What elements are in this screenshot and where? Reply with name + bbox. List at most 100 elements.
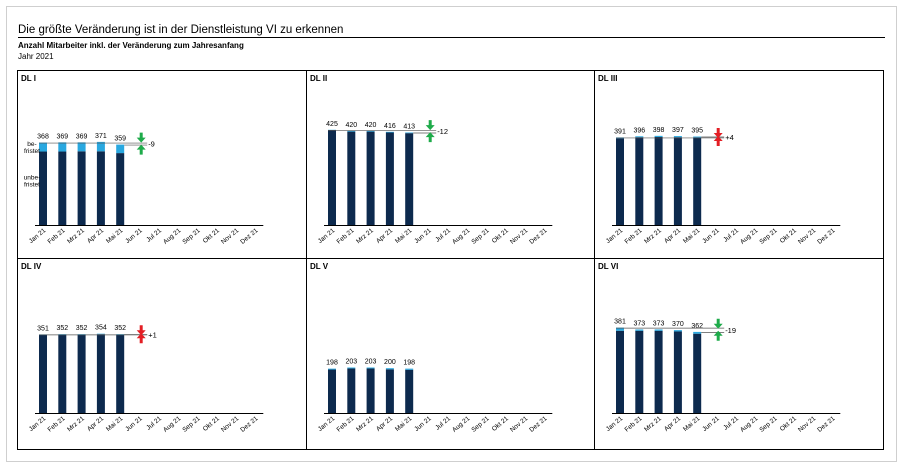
x-tick-label: Jun 21 (701, 415, 721, 433)
x-tick-label: Nov 21 (509, 227, 530, 246)
chart-grid: DL I Jan 21 Feb 21 Mrz 21 Apr 21 Mai 21 Jun 2… (17, 70, 884, 450)
page-subtitle: Anzahl Mitarbeiter inkl. der Veränderung… (18, 41, 244, 50)
x-tick-label: Dez 21 (816, 415, 837, 434)
x-tick-label: Feb 21 (47, 227, 67, 246)
x-tick-label: Sep 21 (470, 415, 491, 434)
x-tick-label: Jan 21 (605, 227, 625, 245)
bar-unbefristet (654, 136, 663, 225)
bar-unbefristet (366, 368, 375, 413)
x-tick-label: Mai 21 (682, 415, 702, 433)
panel-title: DL VI (598, 262, 619, 271)
x-tick-label: Jul 21 (434, 227, 452, 244)
bar-unbefristet (385, 369, 394, 413)
data-label: 395 (691, 128, 703, 135)
panel-divider (18, 258, 883, 259)
bar-befristet (405, 132, 414, 134)
x-tick-label: Okt 21 (491, 227, 510, 245)
data-label: 416 (384, 123, 396, 130)
data-label: 371 (95, 133, 107, 140)
x-tick-label: Mrz 21 (643, 227, 663, 245)
bar-befristet (39, 142, 47, 152)
bar-befristet (385, 368, 394, 370)
x-tick-label: Aug 21 (451, 415, 472, 434)
panel-title: DL IV (21, 262, 42, 271)
x-tick-label: Feb 21 (336, 415, 356, 434)
title-rule (18, 37, 885, 38)
bar-befristet (347, 367, 356, 369)
x-tick-label: Sep 21 (758, 415, 779, 434)
x-tick-label: Aug 21 (162, 227, 183, 246)
panel-title: DL I (21, 74, 36, 83)
bar-unbefristet (673, 331, 682, 413)
arrow-up-icon (713, 135, 723, 146)
bar-befristet (347, 130, 356, 132)
bar-unbefristet (693, 333, 702, 413)
chart-svg: Jan 21 Feb 21 Mrz 21 Apr 21 Mai 21 Jun 21 Jul … (317, 120, 553, 246)
bar-unbefristet (654, 330, 663, 413)
bar-befristet (693, 331, 702, 334)
data-label: 413 (403, 123, 415, 130)
arrow-down-icon (713, 318, 723, 329)
change-label: +1 (148, 330, 157, 339)
bar-befristet (693, 136, 702, 138)
data-label: 354 (95, 325, 107, 332)
x-tick-label: Dez 21 (239, 415, 260, 434)
x-tick-label: Apr 21 (375, 227, 394, 245)
x-tick-label: Dez 21 (528, 415, 549, 434)
x-tick-label: Jun 21 (124, 227, 144, 245)
data-label: 352 (76, 325, 88, 332)
x-tick-label: Sep 21 (181, 415, 202, 434)
chart-panel: DL I Jan 21 Feb 21 Mrz 21 Apr 21 Mai 21 Jun 2… (18, 71, 307, 261)
x-tick-label: Aug 21 (739, 415, 760, 434)
x-tick-label: Apr 21 (375, 415, 394, 433)
segment-label: fristet (24, 182, 40, 189)
x-tick-label: Aug 21 (162, 415, 183, 434)
x-tick-label: Jun 21 (413, 227, 433, 245)
x-tick-label: Aug 21 (451, 227, 472, 246)
segment-label: fristet (24, 148, 40, 155)
x-tick-label: Jan 21 (28, 415, 48, 433)
x-tick-label: Apr 21 (663, 227, 682, 245)
x-tick-label: Jun 21 (413, 415, 433, 433)
x-tick-label: Nov 21 (797, 227, 818, 246)
data-label: 352 (114, 325, 126, 332)
data-label: 362 (691, 323, 703, 330)
x-tick-label: Jul 21 (434, 415, 452, 432)
x-tick-label: Dez 21 (528, 227, 549, 246)
x-tick-label: Mrz 21 (355, 227, 375, 245)
bar-unbefristet (77, 334, 86, 413)
panel-title: DL III (598, 74, 618, 83)
bar-befristet (116, 144, 125, 154)
bar-befristet (673, 330, 682, 332)
data-label: 396 (633, 127, 645, 134)
bar-befristet (366, 367, 375, 369)
change-label: -12 (437, 127, 448, 136)
data-label: 352 (56, 325, 68, 332)
chart-panel: DL IV Jan 21 Feb 21 Mrz 21 Apr 21 Mai 21 Jun … (18, 259, 307, 449)
bar-unbefristet (616, 330, 624, 413)
x-tick-label: Jun 21 (124, 415, 144, 433)
x-tick-label: Nov 21 (220, 227, 241, 246)
bar-unbefristet (39, 334, 47, 413)
x-tick-label: Feb 21 (624, 227, 644, 246)
x-tick-label: Mrz 21 (66, 415, 86, 433)
bar-unbefristet (58, 334, 67, 413)
x-tick-label: Jul 21 (145, 227, 163, 244)
chart-svg: Jan 21 Feb 21 Mrz 21 Apr 21 Mai 21 Jun 21 Jul … (605, 318, 841, 434)
x-tick-label: Nov 21 (220, 415, 241, 434)
data-label: 397 (672, 127, 684, 134)
x-tick-label: Jan 21 (605, 415, 625, 433)
data-label: 373 (653, 320, 665, 327)
page-title: Die größte Veränderung ist in der Dienst… (18, 24, 344, 36)
bar-befristet (58, 142, 67, 152)
x-tick-label: Jan 21 (317, 227, 337, 245)
bar-unbefristet (673, 137, 682, 225)
x-tick-label: Mai 21 (682, 227, 702, 245)
x-tick-label: Jul 21 (722, 227, 740, 244)
bar-befristet (616, 327, 624, 331)
data-label: 203 (365, 359, 377, 366)
bar-unbefristet (58, 151, 67, 225)
data-label: 200 (384, 359, 396, 366)
bar-befristet (96, 141, 105, 152)
x-tick-label: Mai 21 (105, 227, 125, 245)
